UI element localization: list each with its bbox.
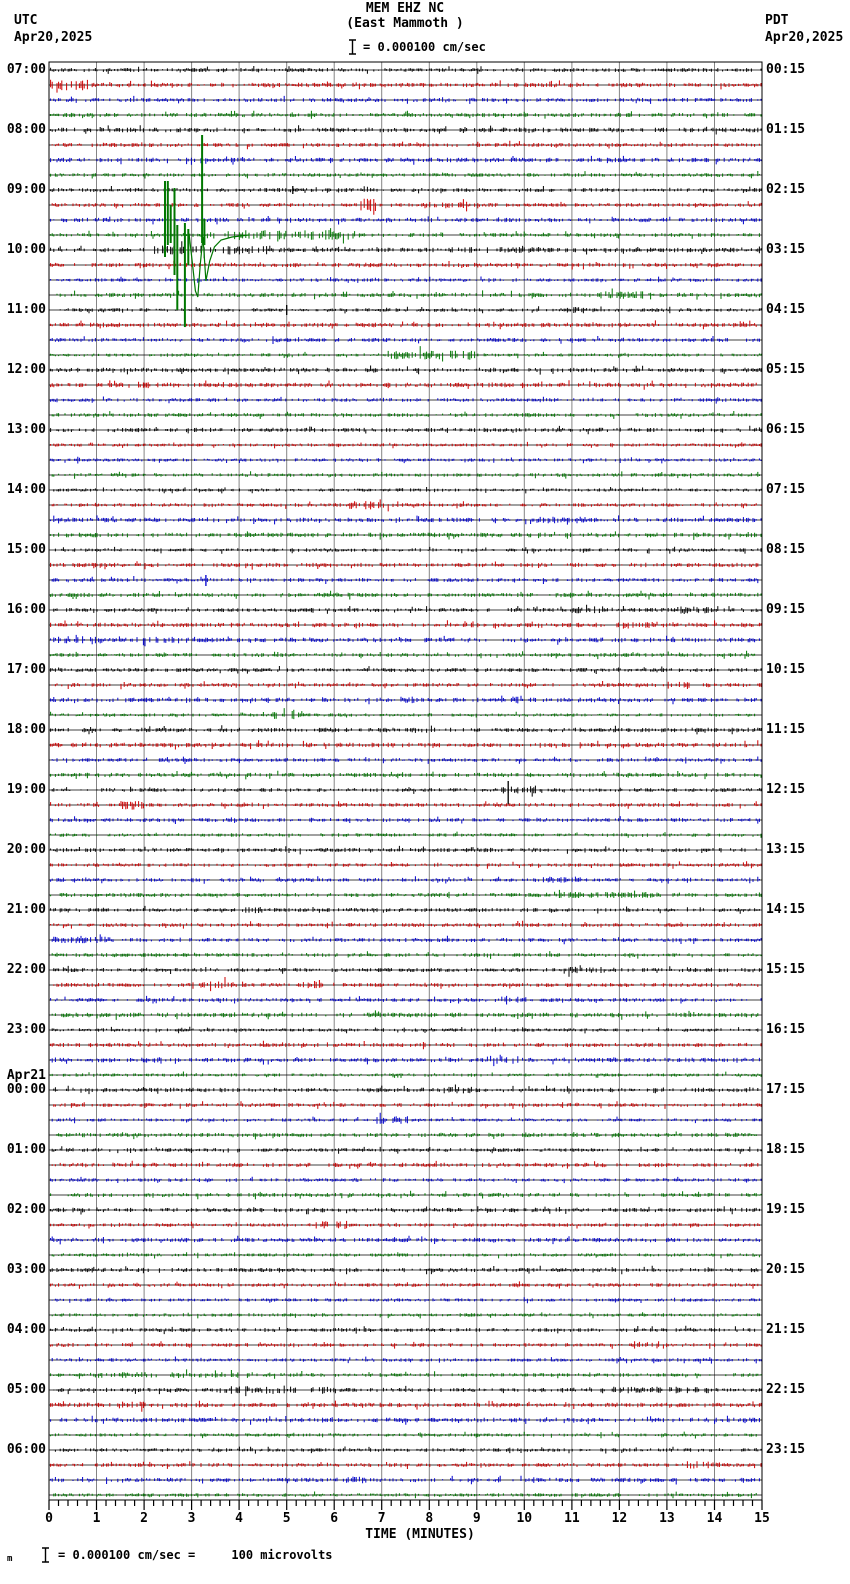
traces [48, 66, 762, 1499]
pdt-hour-label: 13:15 [766, 842, 806, 857]
utc-hour-label: 16:00 [6, 602, 46, 617]
left-date-label: Apr20,2025 [14, 30, 93, 45]
utc-hour-label: 10:00 [6, 242, 46, 257]
time-axis-tick-label: 11 [564, 1511, 580, 1526]
time-axis-tick-label: 15 [754, 1511, 770, 1526]
utc-hour-label: 04:00 [6, 1322, 46, 1337]
pdt-hour-label: 15:15 [766, 962, 806, 977]
utc-hour-label: 18:00 [6, 722, 46, 737]
utc-hour-label: 00:00 [6, 1082, 46, 1097]
utc-hour-label: 22:00 [6, 962, 46, 977]
pdt-hour-label: 09:15 [766, 602, 806, 617]
utc-hour-label: 05:00 [6, 1382, 46, 1397]
utc-hour-label: 06:00 [6, 1442, 46, 1457]
utc-hour-label: 03:00 [6, 1262, 46, 1277]
utc-hour-label: 09:00 [6, 182, 46, 197]
time-axis-tick-label: 10 [516, 1511, 533, 1526]
pdt-hour-label: 10:15 [766, 662, 806, 677]
pdt-hour-label: 16:15 [766, 1022, 806, 1037]
time-axis-tick-label: 5 [282, 1511, 291, 1526]
time-axis-tick-label: 1 [92, 1511, 101, 1526]
pdt-hour-label: 22:15 [766, 1382, 806, 1397]
pdt-hour-label: 04:15 [766, 302, 806, 317]
station-subtitle: (East Mammoth ) [346, 16, 464, 31]
pdt-hour-label: 18:15 [766, 1142, 806, 1157]
utc-hour-label: 08:00 [6, 122, 46, 137]
time-axis-tick-label: 4 [235, 1511, 244, 1526]
pdt-hour-label: 02:15 [766, 182, 806, 197]
time-axis-tick-label: 8 [425, 1511, 434, 1526]
time-axis-tick-label: 0 [45, 1511, 53, 1526]
time-axis-title: TIME (MINUTES) [365, 1527, 475, 1542]
pdt-hour-label: 20:15 [766, 1262, 806, 1277]
pdt-hour-label: 14:15 [766, 902, 806, 917]
pdt-hour-label: 19:15 [766, 1202, 806, 1217]
utc-hour-label: 15:00 [6, 542, 46, 557]
pdt-hour-label: 05:15 [766, 362, 806, 377]
utc-hour-label: 19:00 [6, 782, 46, 797]
scale-bar-icon [349, 39, 356, 55]
time-axis-ticks [48, 1500, 763, 1510]
utc-hour-label: 23:00 [6, 1022, 46, 1037]
utc-hour-label: 20:00 [6, 842, 46, 857]
right-date-label: Apr20,2025 [765, 30, 844, 45]
time-axis-tick-label: 3 [187, 1511, 196, 1526]
footnote-prefix: m [7, 1554, 13, 1564]
pdt-hour-label: 12:15 [766, 782, 806, 797]
spike-events [205, 186, 509, 804]
plot-border [48, 61, 763, 1501]
time-axis-tick-label: 2 [140, 1511, 149, 1526]
utc-hour-label: 02:00 [6, 1202, 46, 1217]
utc-hour-label: 17:00 [6, 662, 46, 677]
time-axis-tick-label: 7 [377, 1511, 386, 1526]
utc-hour-label: 01:00 [6, 1142, 46, 1157]
pdt-hour-label: 17:15 [766, 1082, 806, 1097]
time-axis-tick-label: 12 [611, 1511, 628, 1526]
footnote-scale-bar-icon [42, 1547, 49, 1563]
scale-label: = 0.000100 cm/sec [363, 40, 486, 54]
utc-hour-label: 14:00 [6, 482, 46, 497]
pdt-hour-label: 21:15 [766, 1322, 806, 1337]
utc-hour-label: 13:00 [6, 422, 46, 437]
time-axis-tick-label: 14 [706, 1511, 723, 1526]
pdt-hour-label: 03:15 [766, 242, 806, 257]
right-timezone-label: PDT [765, 13, 789, 28]
station-title: MEM EHZ NC [365, 1, 445, 16]
utc-hour-label: 21:00 [6, 902, 46, 917]
left-timezone-label: UTC [14, 13, 38, 28]
utc-hour-label: 07:00 [6, 62, 46, 77]
pdt-hour-label: 11:15 [766, 722, 806, 737]
pdt-hour-label: 00:15 [766, 62, 806, 77]
pdt-hour-label: 08:15 [766, 542, 806, 557]
utc-hour-label: 12:00 [6, 362, 46, 377]
utc-hour-label: 11:00 [6, 302, 46, 317]
time-axis-tick-label: 9 [472, 1511, 481, 1526]
pdt-hour-label: 07:15 [766, 482, 806, 497]
pdt-hour-label: 23:15 [766, 1442, 806, 1457]
date-break-label: Apr21 [6, 1068, 46, 1083]
footnote-text: = 0.000100 cm/sec = 100 microvolts [58, 1548, 333, 1562]
pdt-hour-label: 01:15 [766, 122, 806, 137]
time-axis-tick-label: 13 [659, 1511, 675, 1526]
pdt-hour-label: 06:15 [766, 422, 806, 437]
main-earthquake-event [164, 135, 249, 327]
time-axis-tick-label: 6 [330, 1511, 339, 1526]
